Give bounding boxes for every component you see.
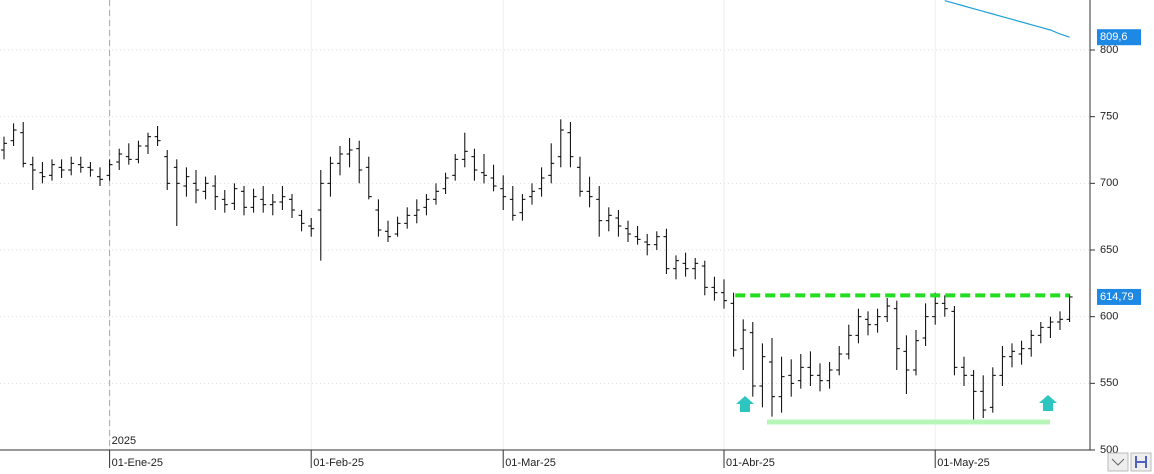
line-series	[944, 0, 1070, 38]
x-tick-label: 01-Feb-25	[313, 457, 364, 469]
price-label-box	[1097, 29, 1141, 46]
icon	[1111, 458, 1125, 466]
price-label: 614,79	[1100, 291, 1134, 303]
x-tick-label: 01-Mar-25	[505, 457, 556, 469]
x-tick-label: 01-Abr-25	[726, 457, 775, 469]
y-tick-label: 550	[1100, 377, 1118, 389]
arrow-up	[1039, 395, 1057, 411]
arrow-up	[736, 396, 754, 412]
icon	[1135, 456, 1147, 468]
grid	[0, 0, 1090, 451]
plot-area	[1, 0, 1073, 425]
x-tick-label: 01-Ene-25	[112, 457, 163, 469]
y-tick-label: 750	[1100, 111, 1118, 123]
y-tick-label: 600	[1100, 311, 1118, 323]
price-label-box	[1097, 288, 1141, 305]
price-label: 809,6	[1100, 31, 1128, 43]
scroll-button[interactable]	[1107, 452, 1129, 472]
y-tick-label: 800	[1100, 44, 1118, 56]
x-tick-label: 01-May-25	[937, 457, 990, 469]
year-label: 2025	[112, 435, 136, 447]
y-tick-label: 650	[1100, 244, 1118, 256]
y-tick-label: 700	[1100, 177, 1118, 189]
